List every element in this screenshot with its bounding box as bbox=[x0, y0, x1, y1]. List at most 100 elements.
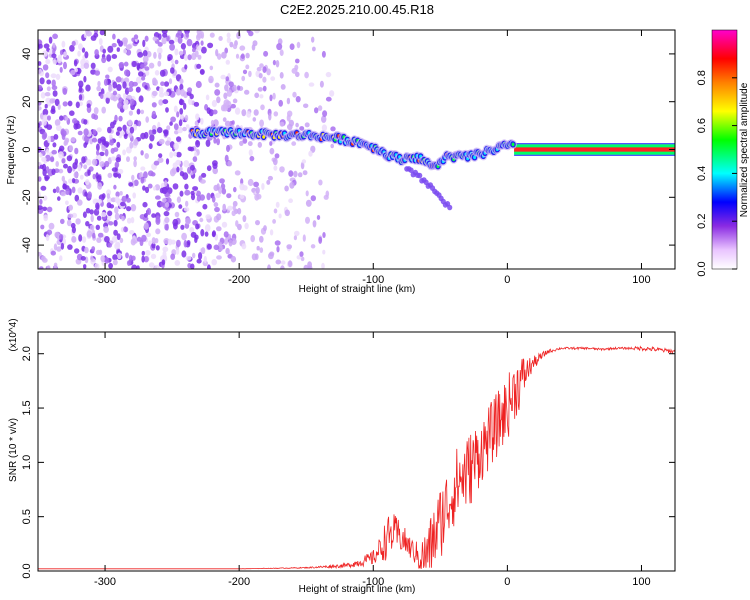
noise-speck bbox=[140, 132, 146, 140]
noise-speck bbox=[131, 174, 135, 181]
noise-speck bbox=[195, 223, 200, 230]
noise-speck bbox=[225, 100, 232, 109]
noise-speck bbox=[322, 232, 326, 238]
noise-speck bbox=[153, 160, 160, 166]
noise-speck bbox=[85, 179, 90, 186]
noise-speck bbox=[207, 264, 211, 269]
noise-speck bbox=[96, 175, 102, 183]
noise-speck bbox=[173, 105, 178, 113]
noise-speck bbox=[151, 110, 157, 119]
noise-speck bbox=[170, 253, 176, 260]
noise-speck bbox=[176, 151, 182, 158]
noise-speck bbox=[110, 156, 117, 161]
noise-speck bbox=[101, 193, 106, 199]
noise-speck bbox=[225, 76, 230, 82]
noise-speck bbox=[53, 243, 58, 251]
noise-speck bbox=[38, 43, 43, 49]
noise-speck bbox=[125, 44, 132, 50]
noise-speck bbox=[174, 48, 179, 56]
noise-speck bbox=[113, 229, 118, 236]
noise-speck bbox=[94, 49, 99, 56]
noise-speck bbox=[44, 92, 51, 97]
noise-speck bbox=[39, 164, 44, 169]
noise-speck bbox=[226, 37, 231, 44]
noise-speck bbox=[172, 183, 179, 190]
noise-speck bbox=[314, 107, 319, 114]
noise-speck bbox=[183, 239, 188, 248]
noise-speck bbox=[199, 68, 205, 75]
noise-speck bbox=[165, 107, 169, 113]
noise-speck bbox=[195, 80, 202, 89]
noise-speck bbox=[136, 236, 142, 242]
noise-speck bbox=[98, 38, 103, 46]
noise-speck bbox=[57, 196, 61, 201]
noise-speck bbox=[174, 211, 180, 218]
noise-speck bbox=[130, 238, 136, 246]
noise-speck bbox=[218, 241, 223, 247]
noise-speck bbox=[131, 37, 136, 43]
noise-speck bbox=[105, 74, 110, 79]
noise-speck bbox=[55, 161, 59, 167]
noise-speck bbox=[61, 40, 66, 48]
noise-speck bbox=[205, 139, 211, 147]
noise-speck bbox=[256, 245, 260, 251]
noise-speck bbox=[56, 56, 62, 64]
noise-speck bbox=[46, 124, 53, 130]
y-tick-label: 2.0 bbox=[21, 346, 33, 361]
noise-speck bbox=[107, 172, 113, 179]
noise-speck bbox=[60, 242, 65, 250]
noise-speck bbox=[168, 78, 173, 85]
noise-speck bbox=[133, 179, 139, 187]
noise-speck bbox=[122, 92, 127, 100]
noise-speck bbox=[122, 149, 126, 156]
noise-speck bbox=[273, 111, 279, 117]
noise-speck bbox=[321, 262, 325, 269]
noise-speck bbox=[43, 214, 49, 222]
noise-speck bbox=[96, 127, 102, 133]
noise-speck bbox=[136, 265, 140, 269]
noise-speck bbox=[157, 60, 162, 67]
noise-speck bbox=[127, 87, 134, 93]
noise-speck bbox=[103, 226, 109, 233]
noise-speck bbox=[128, 182, 134, 187]
noise-speck bbox=[150, 172, 156, 177]
noise-speck bbox=[272, 219, 276, 224]
noise-speck bbox=[168, 39, 175, 45]
noise-speck bbox=[216, 226, 222, 232]
noise-speck bbox=[179, 78, 184, 85]
noise-speck bbox=[84, 51, 89, 59]
noise-speck bbox=[295, 58, 300, 64]
noise-speck bbox=[154, 70, 160, 76]
noise-speck bbox=[308, 150, 313, 157]
noise-speck bbox=[59, 145, 65, 152]
noise-speck bbox=[42, 64, 49, 71]
noise-speck bbox=[293, 170, 298, 178]
noise-speck bbox=[296, 41, 301, 49]
noise-speck bbox=[200, 40, 204, 46]
noise-speck bbox=[85, 30, 92, 37]
noise-speck bbox=[55, 186, 60, 194]
noise-speck bbox=[156, 127, 163, 134]
noise-speck bbox=[59, 233, 64, 240]
noise-speck bbox=[46, 86, 51, 92]
noise-speck bbox=[143, 213, 148, 218]
noise-speck bbox=[228, 81, 234, 87]
noise-speck bbox=[77, 164, 82, 172]
noise-speck bbox=[275, 259, 282, 265]
noise-speck bbox=[322, 249, 326, 255]
noise-speck bbox=[212, 163, 218, 169]
noise-speck bbox=[68, 178, 73, 184]
noise-speck bbox=[89, 224, 95, 231]
noise-speck bbox=[184, 189, 191, 196]
noise-speck bbox=[273, 165, 278, 171]
noise-speck bbox=[219, 178, 225, 184]
noise-speck bbox=[224, 84, 229, 92]
noise-speck bbox=[63, 163, 68, 169]
noise-speck bbox=[179, 108, 184, 115]
noise-speck bbox=[38, 176, 42, 182]
y-tick-label: 0 bbox=[21, 146, 33, 152]
x-tick-label: -200 bbox=[228, 576, 250, 588]
noise-speck bbox=[244, 89, 250, 95]
noise-speck bbox=[199, 194, 205, 201]
noise-speck bbox=[165, 197, 172, 204]
